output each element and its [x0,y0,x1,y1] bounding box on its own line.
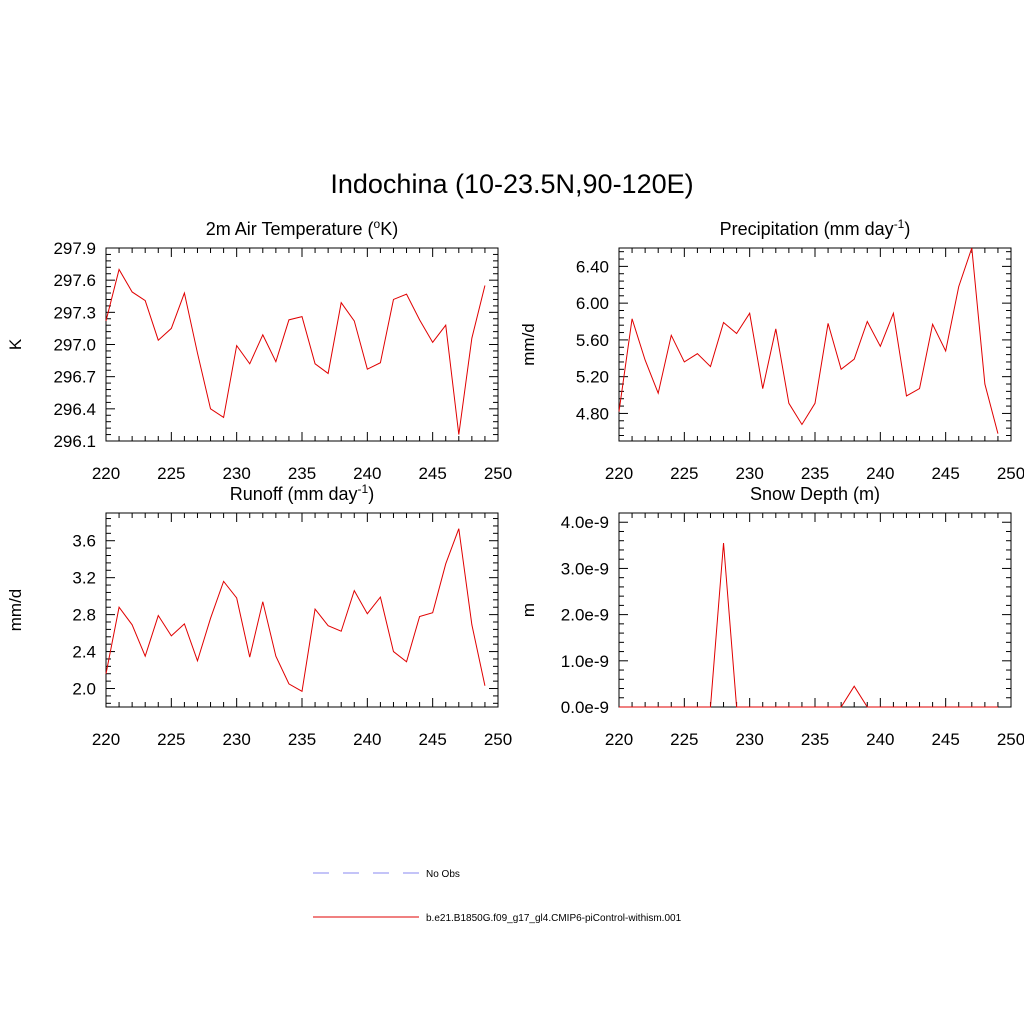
series-line [618,247,999,434]
x-tick-label: 250 [484,464,512,483]
x-tick-label: 240 [866,464,894,483]
plot-frame [105,512,499,708]
plot-frame [105,247,499,442]
x-tick-label: 235 [801,464,829,483]
panel-2: Precipitation (mm day-1) mm/d 220 225 230 235… [519,217,1024,483]
x-tick-label: 250 [997,730,1024,749]
x-tick-label: 240 [353,464,381,483]
x-tick-label: 250 [484,730,512,749]
x-tick-label: 225 [670,464,698,483]
x-tick-label: 220 [92,730,120,749]
y-tick-label: 3.0e-9 [561,559,609,578]
x-tick-label: 235 [801,730,829,749]
x-tick-label: 225 [157,464,185,483]
panel-title: Runoff (mm day-1) [230,482,374,504]
y-tick-label: 1.0e-9 [561,652,609,671]
y-tick-label: 2.0 [72,680,96,699]
panel-title-tail: ) [904,219,910,239]
y-tick-label: 297.9 [53,239,96,258]
legend-label-2: b.e21.B1850G.f09_g17_gl4.CMIP6-piControl… [426,913,682,924]
panel-1: 2m Air Temperature (oK) K 220 225 230 235 240 2… [6,217,512,483]
x-tick-label: 245 [418,464,446,483]
y-tick-label: 3.2 [72,569,96,588]
y-tick-label: 296.1 [53,432,96,451]
y-tick-label: 296.7 [53,368,96,387]
panel-title-main: Precipitation (mm day [720,219,894,239]
x-tick-label: 225 [670,730,698,749]
x-tick-label: 245 [931,730,959,749]
panel-4: Snow Depth (m) m 220 225 230 235 240 245 250 0.0e… [519,484,1024,749]
y-tick-label: 0.0e-9 [561,698,609,717]
panel-title-tail: K) [380,219,398,239]
panel-title-main: Runoff (mm day [230,484,358,504]
series-line [105,528,486,693]
panel-title-superscript: -1 [894,217,905,231]
x-tick-label: 230 [222,730,250,749]
x-tick-label: 240 [866,730,894,749]
y-tick-label: 2.8 [72,606,96,625]
panel-title-superscript: -1 [358,482,369,496]
y-tick-label: 2.0e-9 [561,606,609,625]
panel-title-superscript: o [374,217,381,231]
y-tick-label: 6.00 [576,294,609,313]
x-tick-label: 230 [735,730,763,749]
panel-title-tail: ) [368,484,374,504]
plot-frame [618,247,1012,442]
plot-frame [618,512,1012,708]
series-line [105,268,486,435]
y-tick-label: 297.6 [53,271,96,290]
y-axis-label: mm/d [6,589,25,632]
panel-3: Runoff (mm day-1) mm/d 220 225 230 235 240 245 2… [6,482,512,749]
y-tick-label: 297.0 [53,336,96,355]
legend: No Obs b.e21.B1850G.f09_g17_gl4.CMIP6-piC… [313,869,682,924]
y-tick-label: 6.40 [576,257,609,276]
panel-title-main: 2m Air Temperature ( [206,219,374,239]
panel-title: Precipitation (mm day-1) [720,217,911,239]
panel-title: Snow Depth (m) [750,484,880,504]
y-tick-label: 5.20 [576,368,609,387]
figure-title: Indochina (10-23.5N,90-120E) [330,169,693,199]
x-tick-label: 225 [157,730,185,749]
y-tick-label: 296.4 [53,400,96,419]
y-tick-label: 4.80 [576,404,609,423]
y-tick-label: 297.3 [53,303,96,322]
x-tick-label: 235 [288,464,316,483]
panels: 2m Air Temperature (oK) K 220 225 230 235 240 2… [6,217,1024,749]
x-tick-label: 235 [288,730,316,749]
x-tick-label: 220 [605,464,633,483]
series-line [619,542,998,708]
x-tick-label: 245 [418,730,446,749]
panel-title-main: Snow Depth (m) [750,484,880,504]
y-axis-label: mm/d [519,323,538,366]
legend-label-1: No Obs [426,869,460,880]
x-tick-label: 220 [92,464,120,483]
x-tick-label: 250 [997,464,1024,483]
x-tick-label: 220 [605,730,633,749]
y-axis-label: m [519,603,538,617]
x-tick-label: 240 [353,730,381,749]
y-tick-label: 2.4 [72,643,96,662]
y-tick-label: 5.60 [576,331,609,350]
x-tick-label: 230 [222,464,250,483]
y-axis-label: K [6,338,25,350]
x-tick-label: 230 [735,464,763,483]
y-tick-label: 3.6 [72,532,96,551]
panel-title: 2m Air Temperature (oK) [206,217,398,239]
y-tick-label: 4.0e-9 [561,513,609,532]
x-tick-label: 245 [931,464,959,483]
